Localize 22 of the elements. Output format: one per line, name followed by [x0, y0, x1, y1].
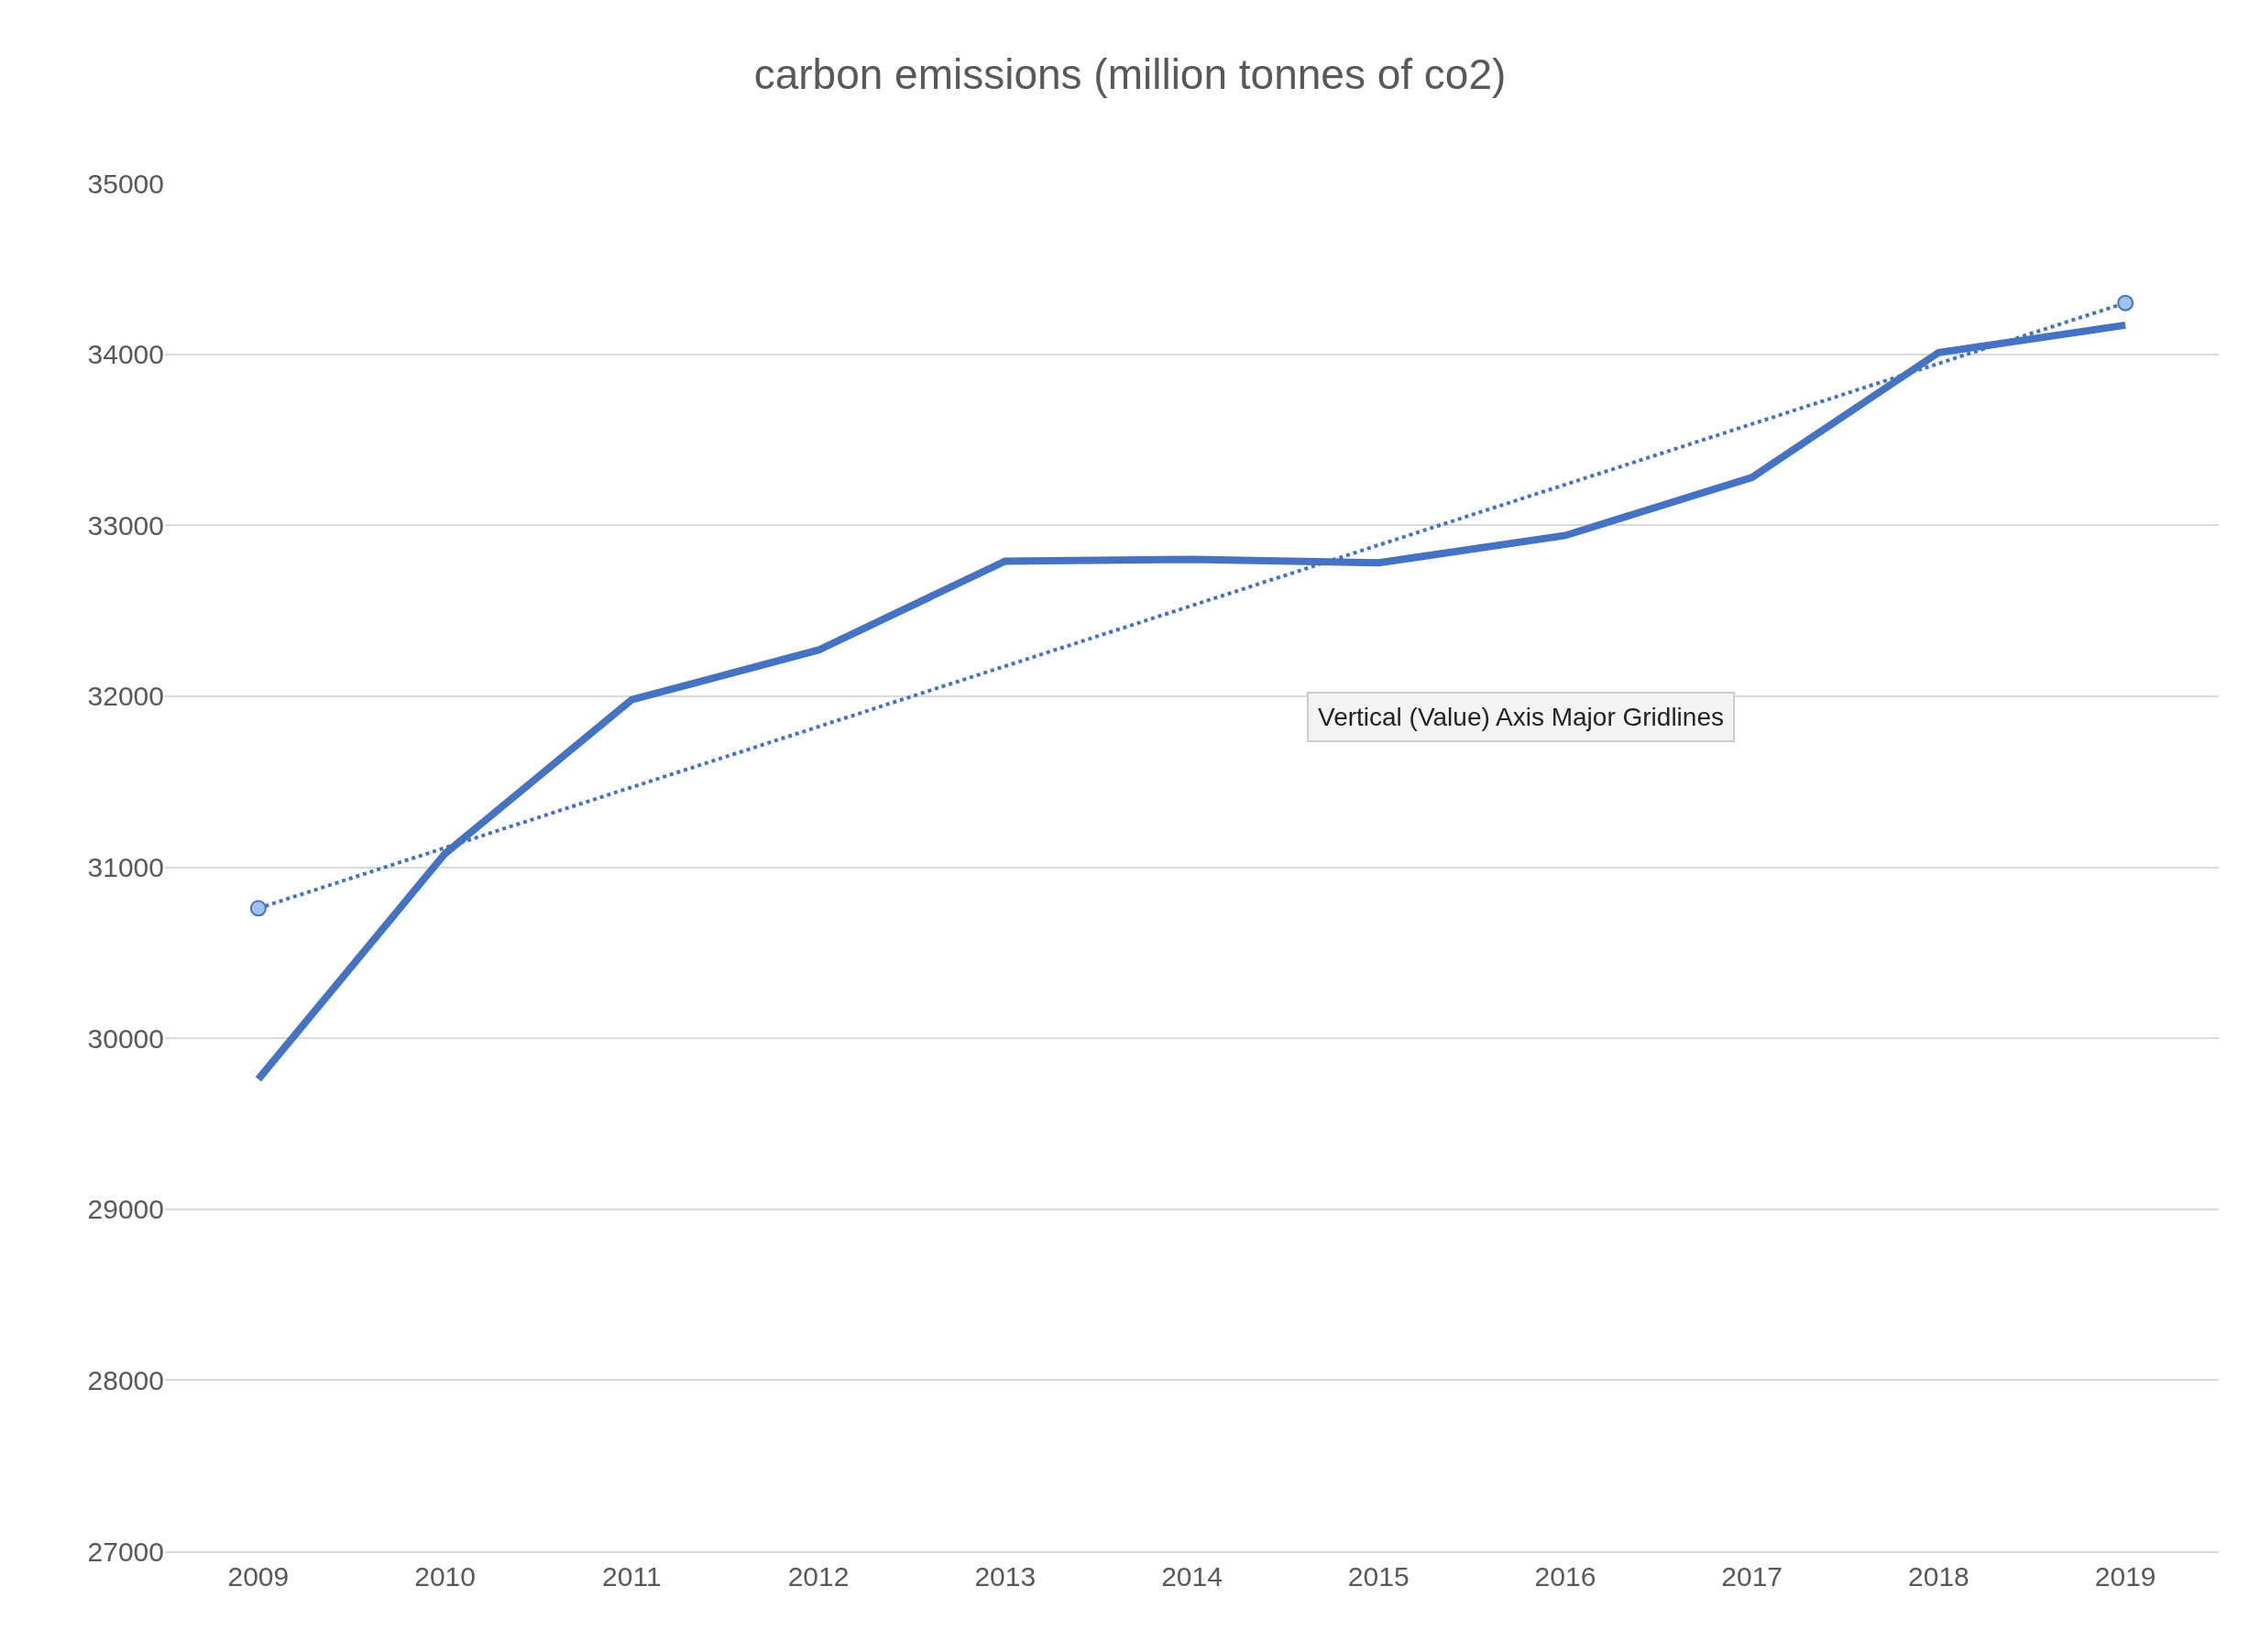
x-tick-label: 2013	[974, 1561, 1037, 1592]
x-tick-label: 2009	[227, 1561, 290, 1592]
x-tick-label: 2011	[602, 1561, 662, 1592]
x-tick-label: 2019	[2094, 1561, 2156, 1592]
y-tick-label: 32000	[87, 681, 164, 712]
x-tick-label: 2015	[1347, 1561, 1410, 1592]
y-tick-label: 27000	[87, 1536, 164, 1567]
x-tick-label: 2017	[1721, 1561, 1783, 1592]
chart-title: carbon emissions (million tonnes of co2)	[753, 50, 1507, 99]
x-tick-label: 2010	[414, 1561, 476, 1592]
y-tick-label: 33000	[87, 509, 164, 541]
x-tick-label: 2012	[787, 1561, 850, 1592]
y-tick-label: 31000	[87, 852, 164, 882]
y-tick-label: 35000	[87, 168, 164, 199]
y-tick-label: 28000	[87, 1364, 164, 1395]
annotation: Vertical (Value) Axis Major Gridlines	[1318, 703, 1724, 731]
x-tick-label: 2016	[1534, 1561, 1596, 1592]
y-tick-label: 34000	[87, 339, 164, 370]
x-tick-label: 2014	[1161, 1561, 1223, 1592]
x-tick-label: 2018	[1908, 1561, 1969, 1592]
y-tick-label: 30000	[87, 1023, 164, 1054]
y-tick-label: 29000	[87, 1194, 164, 1225]
